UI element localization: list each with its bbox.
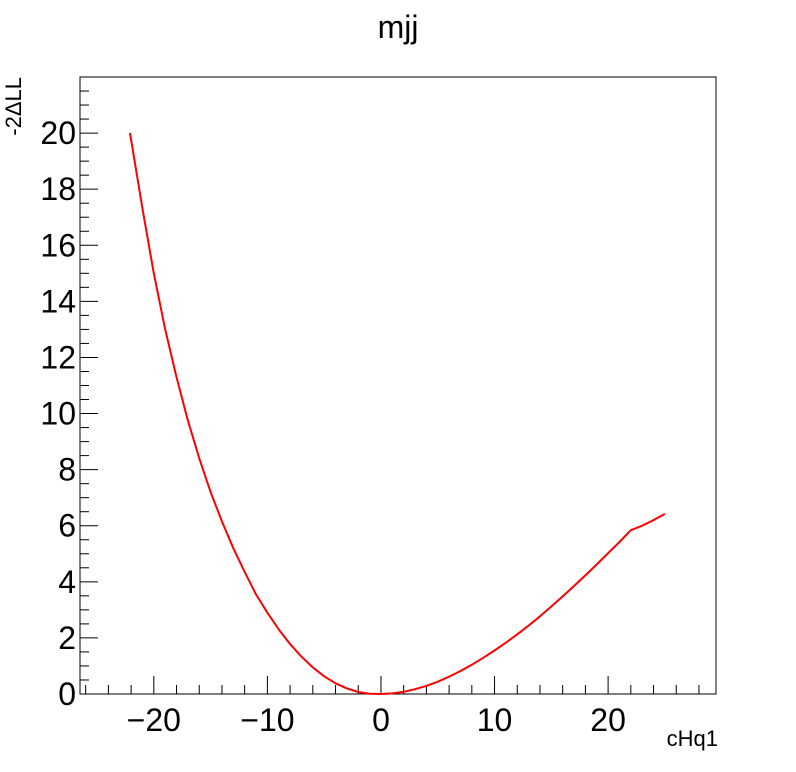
series-line <box>129 132 666 695</box>
y-tick-label: 18 <box>40 171 76 207</box>
y-tick-label: 4 <box>58 564 76 600</box>
x-tick-label: −20 <box>127 702 181 738</box>
chart-title: mjj <box>378 9 419 45</box>
y-tick-label: 10 <box>40 396 76 432</box>
y-tick-label: 0 <box>58 676 76 712</box>
y-tick-label: 12 <box>40 339 76 375</box>
y-tick-label: 16 <box>40 227 76 263</box>
x-axis-tick-labels: −20 −10 0 10 20 <box>127 702 626 738</box>
y-axis-tick-labels: 0 2 4 6 8 10 12 14 16 18 20 <box>40 115 76 712</box>
y-tick-label: 14 <box>40 283 76 319</box>
y-tick-label: 2 <box>58 620 76 656</box>
y-tick-label: 8 <box>58 452 76 488</box>
x-tick-label: 20 <box>590 702 626 738</box>
y-tick-label: 20 <box>40 115 76 151</box>
y-axis-label: -2ΔLL <box>1 77 26 136</box>
x-axis-label: cHq1 <box>667 726 718 751</box>
y-axis-ticks <box>80 76 98 695</box>
y-tick-label: 6 <box>58 508 76 544</box>
plot-frame <box>79 76 717 695</box>
x-tick-label: −10 <box>240 702 294 738</box>
x-axis-ticks <box>85 676 700 694</box>
x-tick-label: 10 <box>477 702 513 738</box>
x-tick-label: 0 <box>372 702 390 738</box>
